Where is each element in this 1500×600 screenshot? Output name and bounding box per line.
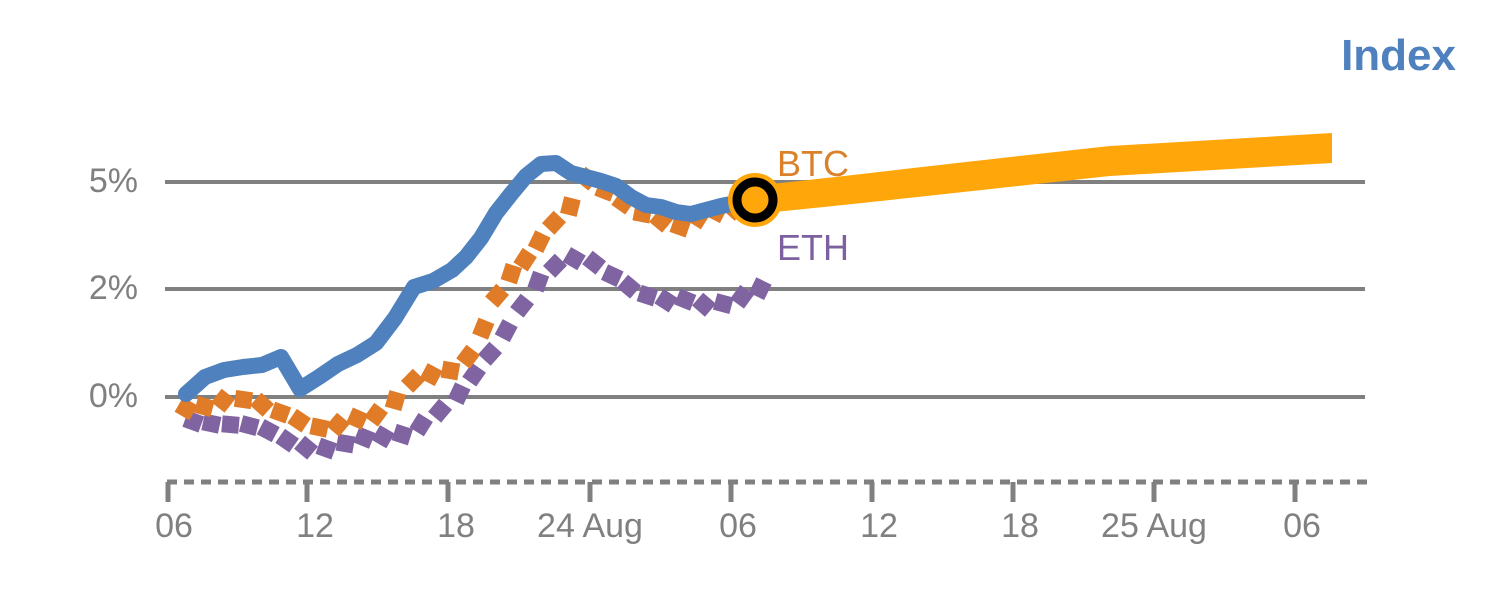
x-tick-label-6: 18 [1001,507,1039,545]
current-point-marker[interactable] [728,173,782,227]
x-tick-label-3: 24 Aug [537,507,643,545]
btc-forecast-cone [752,133,1332,214]
x-tick-label-8: 06 [1283,507,1321,545]
series-label-btc: BTC [777,143,849,184]
x-tick-label-1: 12 [296,507,334,545]
y-tick-label-2pct: 2% [88,269,138,307]
x-tick-label-4: 06 [719,507,757,545]
x-tick-label-0: 06 [155,507,193,545]
x-axis-ticks [165,482,1298,502]
x-tick-label-2: 18 [437,507,475,545]
page-title: Index [1341,31,1456,80]
series-label-eth: ETH [777,227,849,268]
series-index [178,155,760,402]
y-tick-label-0pct: 0% [88,377,138,415]
x-tick-label-5: 12 [860,507,898,545]
x-tick-label-7: 25 Aug [1101,507,1207,545]
y-tick-label-5pct: 5% [88,162,138,200]
x-axis [165,479,1370,502]
